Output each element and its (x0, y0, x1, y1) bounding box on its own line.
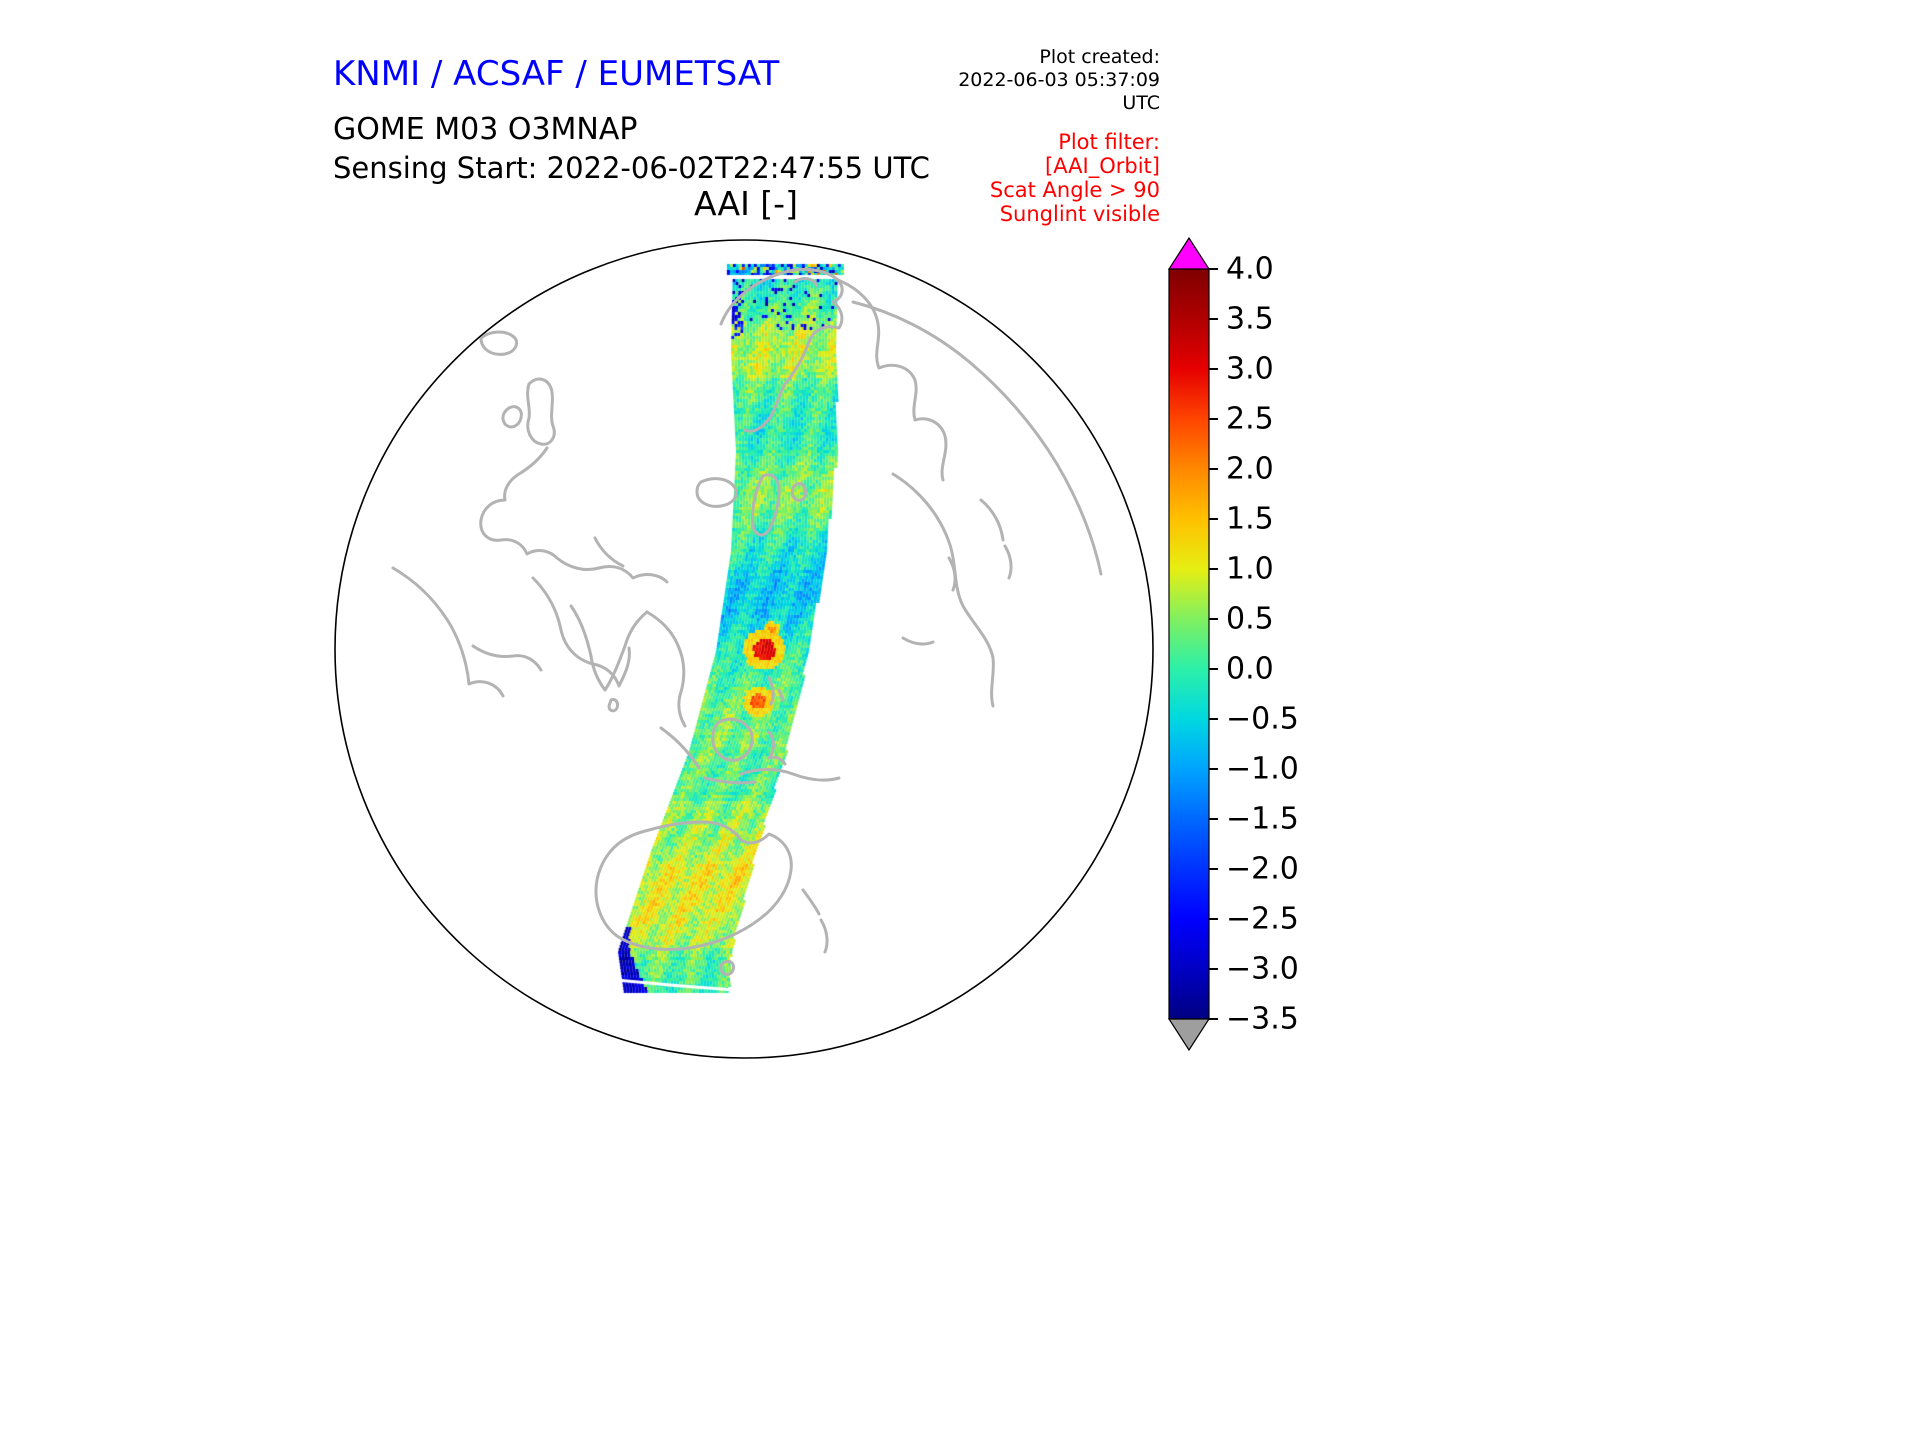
coastline-path (947, 556, 957, 592)
sensing-start: Sensing Start: 2022-06-02T22:47:55 UTC (333, 151, 930, 185)
colorbar-tick-label: 3.5 (1226, 302, 1274, 337)
coastline-path (801, 888, 821, 916)
colorbar: 4.0 3.5 3.0 2.5 2.0 1.5 1.0 0.5 0.0 −0.5 −1.0 −1.5 −… (1167, 236, 1357, 1053)
colorbar-over-arrow (1167, 236, 1211, 270)
coastline-path (645, 610, 687, 728)
filter-line: Plot filter: (1058, 130, 1160, 154)
coastline-path (851, 300, 1103, 576)
plot-created-label: Plot created: (1039, 46, 1160, 68)
coastline-path (593, 536, 625, 568)
colorbar-svg: 4.0 3.5 3.0 2.5 2.0 1.5 1.0 0.5 0.0 −0.5 −1.0 −1.5 −… (1167, 236, 1299, 1052)
coastline-path (1003, 544, 1013, 580)
colorbar-tick-label: −0.5 (1226, 702, 1299, 737)
globe-map (333, 238, 1155, 1060)
colorbar-tick-label: −2.0 (1226, 852, 1299, 887)
coastline-path (767, 676, 775, 706)
coastline-path (790, 482, 807, 502)
filter-line: Sunglint visible (999, 202, 1160, 226)
coastlines (391, 267, 1103, 976)
coastline-path (594, 820, 793, 951)
coastlines-overlay (334, 239, 1154, 1059)
coastline-path (703, 776, 757, 785)
colorbar-tick-label: 2.5 (1226, 402, 1274, 437)
org-title: KNMI / ACSAF / EUMETSAT (333, 54, 780, 94)
coastline-path (711, 717, 754, 762)
filter-line: Scat Angle > 90 (989, 178, 1160, 202)
colorbar-tick-label: −3.5 (1226, 1002, 1299, 1037)
coastline-path (719, 267, 844, 433)
coastline-path (719, 960, 735, 976)
coastline-path (471, 644, 543, 672)
coastline-path (569, 604, 649, 692)
coastline-path (479, 446, 669, 584)
filter-line: [AAI_Orbit] (1045, 154, 1160, 178)
colorbar-tick-label: 1.0 (1226, 552, 1274, 587)
plot-created-time: 2022-06-03 05:37:09 UTC (958, 69, 1160, 114)
colorbar-tick-label: −1.5 (1226, 802, 1299, 837)
colorbar-tick-label: −2.5 (1226, 902, 1299, 937)
coastline-path (891, 472, 995, 708)
coastline-path (836, 278, 948, 482)
plot-created-block: Plot created: 2022-06-03 05:37:09 UTC (920, 46, 1160, 115)
coastline-path (479, 330, 519, 356)
colorbar-gradient (1168, 268, 1210, 1020)
colorbar-tick-label: 1.5 (1226, 502, 1274, 537)
colorbar-under-arrow (1167, 1018, 1211, 1052)
coastline-path (819, 918, 829, 954)
swath-canvas (333, 238, 1155, 1060)
colorbar-tick-label: 3.0 (1226, 352, 1274, 387)
plot-title: AAI [-] (694, 184, 798, 223)
coastline-path (695, 477, 738, 508)
coastline-path (659, 726, 701, 770)
coastline-path (793, 277, 819, 288)
colorbar-tick-label: 0.0 (1226, 652, 1274, 687)
coastline-path (751, 473, 781, 537)
plot-filter-block: Plot filter: [AAI_Orbit] Scat Angle > 90… (940, 130, 1160, 226)
coastline-path (526, 377, 556, 446)
coastline-path (979, 498, 1005, 542)
coastline-path (391, 566, 505, 698)
colorbar-tick-label: −3.0 (1226, 952, 1299, 987)
product-title: GOME M03 O3MNAP (333, 112, 638, 147)
coastline-path (501, 405, 523, 429)
colorbar-tick-label: −1.0 (1226, 752, 1299, 787)
coastline-path (607, 698, 619, 713)
coastline-path (767, 730, 787, 766)
globe-outline (334, 239, 1154, 1059)
coastline-path (901, 636, 935, 646)
colorbar-tick-label: 2.0 (1226, 452, 1274, 487)
colorbar-tick-label: 0.5 (1226, 602, 1274, 637)
coastline-path (739, 768, 841, 782)
coastline-path (777, 688, 785, 702)
colorbar-tick-label: 4.0 (1226, 252, 1274, 287)
